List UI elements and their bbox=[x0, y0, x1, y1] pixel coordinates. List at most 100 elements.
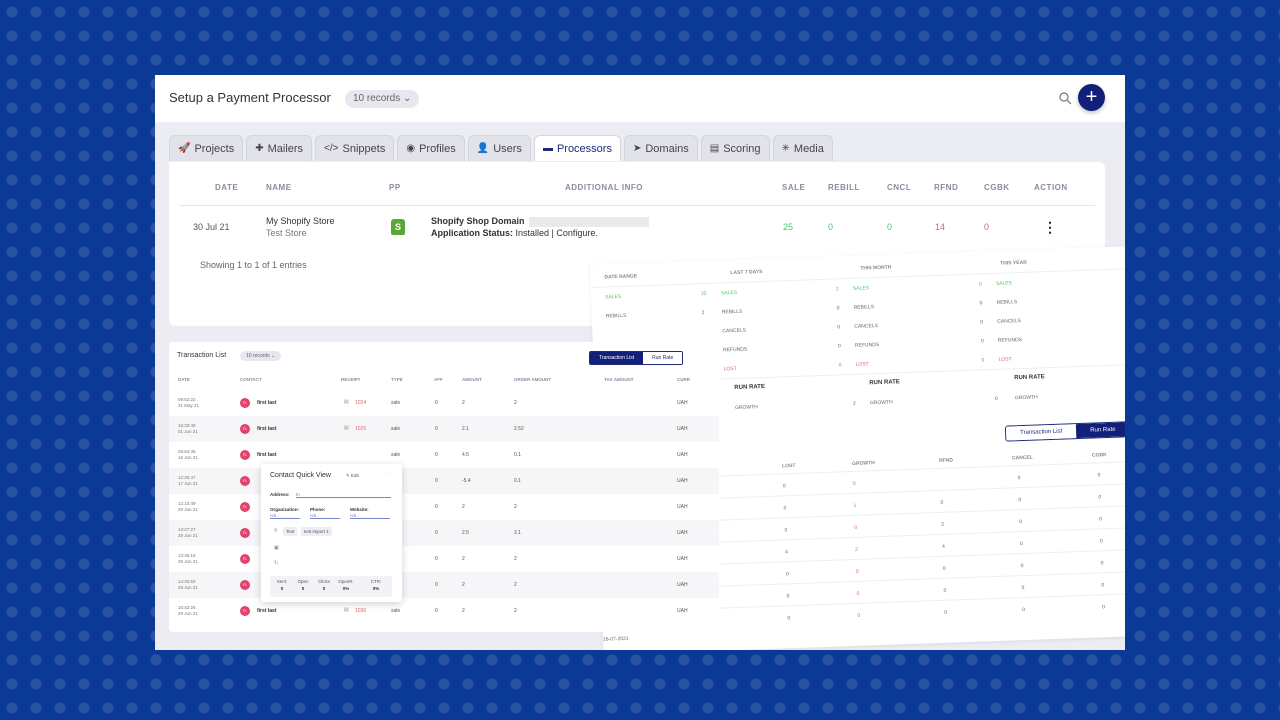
contact-name[interactable]: first last bbox=[257, 426, 277, 432]
row-type: sale bbox=[391, 400, 401, 406]
column-header: GROWTH bbox=[851, 460, 875, 467]
stat-label: SALES bbox=[852, 285, 870, 292]
receipt-number[interactable]: 1036 bbox=[355, 608, 367, 614]
tab-run-rate[interactable]: Run Rate bbox=[643, 352, 683, 364]
row-amount: 2 bbox=[462, 556, 465, 562]
close-icon[interactable]: · bbox=[386, 471, 388, 477]
tab-mailers[interactable]: ✚ Mailers bbox=[246, 135, 313, 161]
stat-label: Open bbox=[297, 579, 309, 584]
tag-chip[interactable]: Test bbox=[283, 527, 298, 536]
tab-transaction-list[interactable]: Transaction List bbox=[590, 352, 644, 364]
row-datetime: 13:27:27 29 Jun 21 bbox=[178, 527, 198, 539]
tab-users[interactable]: 👤 Users bbox=[467, 135, 531, 161]
receipt-number[interactable]: 1024 bbox=[355, 400, 367, 406]
table-row[interactable]: 12:10:49 29 Jun 21 FL 0 2 2 UAH bbox=[169, 494, 719, 520]
clipboard-icon: ▤ bbox=[709, 143, 720, 154]
table-row[interactable]: 06:54:36 16 Jun 21 FL first last sale 0 4.5 0.1… bbox=[169, 442, 719, 468]
refresh-icon[interactable]: ↻ bbox=[274, 560, 279, 566]
user-icon: 👤 bbox=[476, 143, 490, 154]
stat-label: SALES bbox=[605, 293, 622, 301]
table-row[interactable]: 16:33:49 01 Jun 21 FL first last ▤ 1025 sale 0 2… bbox=[169, 416, 719, 442]
grid-cell: 0 bbox=[1018, 497, 1022, 504]
table-row[interactable]: 13:27:27 29 Jun 21 FL 0 2.5 3.1 UAH bbox=[169, 520, 719, 546]
column-header: ACTION bbox=[1034, 183, 1068, 192]
avatar: FL bbox=[240, 398, 250, 408]
status-value[interactable]: Installed | Configure. bbox=[515, 228, 598, 238]
store-name[interactable]: My Shopify Store bbox=[266, 216, 335, 226]
row-date: 29 Jun 21 bbox=[178, 585, 198, 590]
tab-label: Projects bbox=[194, 142, 235, 155]
footer-date: 18-07-2021 bbox=[602, 635, 629, 643]
column-header: DATE bbox=[178, 377, 190, 382]
stat-label: CTR: bbox=[370, 579, 382, 584]
tab-projects[interactable]: 🚀 Projects bbox=[169, 135, 244, 161]
column-header: CURR bbox=[677, 377, 690, 382]
row-currency: UAH bbox=[677, 556, 688, 562]
more-actions-icon[interactable]: ⋮ bbox=[1043, 219, 1057, 235]
card-icon: ▬ bbox=[542, 143, 553, 154]
records-dropdown[interactable]: 10 records ⌄ bbox=[345, 90, 420, 108]
phone-field[interactable]: n/a bbox=[310, 513, 340, 519]
table-row[interactable]: 15:42:26 29 Jun 21 FL first last ▤ 1036 sale 0 2… bbox=[169, 598, 719, 624]
table-row[interactable]: 13:46:15 29 Jun 21 FL 0 2 2 UAH bbox=[169, 546, 719, 572]
stat-open-rate: OpenR: 0% bbox=[335, 579, 357, 591]
tab-run-rate[interactable]: Run Rate bbox=[1075, 422, 1125, 439]
tab-transaction-list[interactable]: Transaction List bbox=[1005, 424, 1077, 441]
column-header: CONTACT bbox=[240, 377, 262, 382]
row-order-amount: 3.1 bbox=[514, 530, 521, 536]
stat-label: REBILLS bbox=[721, 308, 743, 316]
view-toggle: Transaction List Run Rate bbox=[589, 351, 684, 365]
grid-cell: 0 bbox=[1098, 494, 1102, 501]
avatar: FL bbox=[240, 502, 250, 512]
table-row[interactable]: 09:52:22 31 May 21 FL first last ▤ 1024 sale 0 2… bbox=[169, 390, 719, 416]
tag-chip[interactable]: test import 1 bbox=[301, 527, 332, 536]
stat-value: 0 bbox=[979, 300, 983, 307]
add-button[interactable]: + bbox=[1078, 84, 1105, 111]
row-currency: UAH bbox=[677, 452, 688, 458]
table-row[interactable]: 14:33:53 29 Jun 21 FL 0 2 2 UAH bbox=[169, 572, 719, 598]
organization-field[interactable]: n/a bbox=[270, 513, 300, 519]
address-field[interactable]: tn bbox=[296, 492, 391, 498]
receipt-icon[interactable]: ▤ bbox=[344, 425, 349, 431]
stat-value: 0 bbox=[978, 281, 982, 288]
search-icon[interactable] bbox=[1058, 91, 1072, 105]
website-field[interactable]: n/a bbox=[350, 513, 390, 519]
stat-label: GROWTH bbox=[1014, 394, 1038, 402]
contact-name[interactable]: first last bbox=[257, 400, 277, 406]
rebill-value: 0 bbox=[828, 222, 834, 232]
row-order-amount: 2 bbox=[514, 608, 517, 614]
receipt-icon[interactable]: ▤ bbox=[344, 399, 349, 405]
grid-cell: 0 bbox=[854, 524, 858, 531]
row-type: sale bbox=[391, 452, 401, 458]
column-header: CGBK bbox=[984, 183, 1010, 192]
tab-media[interactable]: ✳ Media bbox=[772, 135, 833, 161]
info-line-1: Shopify Shop Domain bbox=[431, 216, 649, 227]
row-time: 12:25:47 bbox=[178, 475, 196, 480]
grid-cell: 0 bbox=[1100, 560, 1104, 567]
receipt-icon[interactable]: ▤ bbox=[344, 607, 349, 613]
grid-cell: 0 bbox=[1021, 585, 1025, 592]
tab-processors[interactable]: ▬ Processors bbox=[533, 135, 621, 161]
stat-value: 25 bbox=[700, 290, 707, 298]
calendar-icon[interactable]: ▣ bbox=[274, 545, 279, 551]
row-aff: 0 bbox=[435, 426, 438, 432]
column-header: TAX AMOUNT bbox=[604, 377, 634, 382]
grid-cell: 0 bbox=[1097, 472, 1101, 479]
edit-link[interactable]: ✎ Edit bbox=[346, 473, 359, 479]
tab-scoring[interactable]: ▤ Scoring bbox=[700, 135, 770, 161]
avatar: FL bbox=[240, 450, 250, 460]
receipt-number[interactable]: 1025 bbox=[355, 426, 367, 432]
row-datetime: 15:42:26 29 Jun 21 bbox=[178, 605, 198, 617]
contact-name[interactable]: first last bbox=[257, 608, 277, 614]
tab-profiles[interactable]: ◉ Profiles bbox=[397, 135, 465, 161]
tab-label: Scoring bbox=[723, 142, 761, 155]
cncl-value: 0 bbox=[887, 222, 893, 232]
tab-snippets[interactable]: </> Snippets bbox=[315, 135, 395, 161]
contact-name[interactable]: first last bbox=[257, 452, 277, 458]
stat-label: CANCELS bbox=[997, 317, 1021, 325]
records-dropdown[interactable]: 10 records ⌄ bbox=[240, 351, 282, 361]
puzzle-icon: ✚ bbox=[255, 143, 264, 154]
row-type: sale bbox=[391, 426, 401, 432]
tab-domains[interactable]: ➤ Domains bbox=[623, 135, 698, 161]
